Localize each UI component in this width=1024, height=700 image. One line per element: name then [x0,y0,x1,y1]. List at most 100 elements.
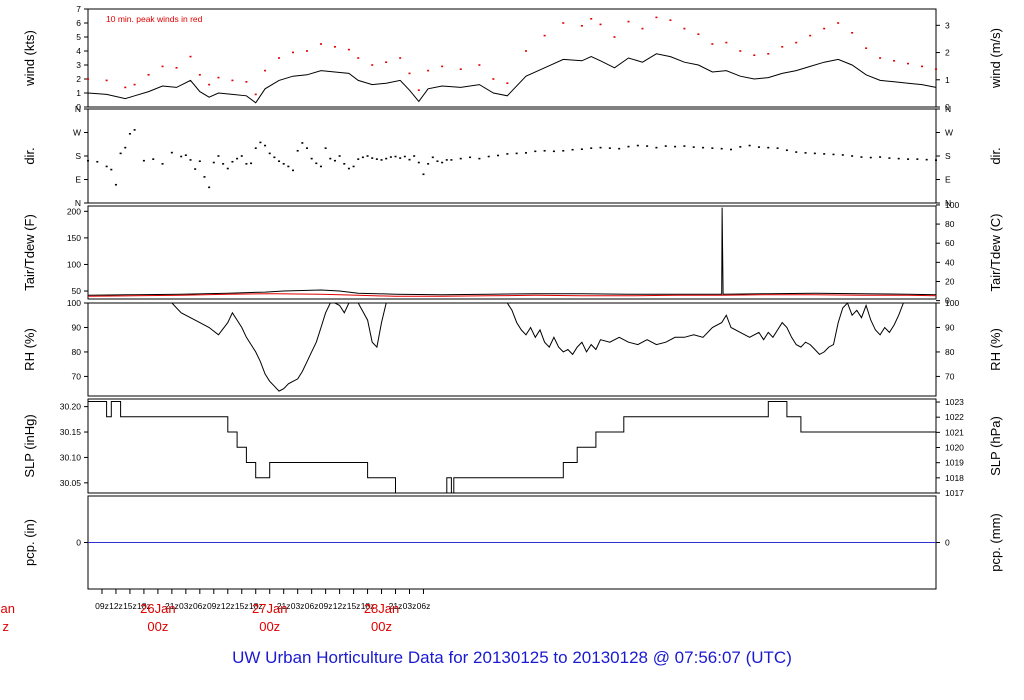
direction-panel-frame [87,108,937,204]
direction-direction-point [296,149,299,152]
direction-direction-point [189,159,192,161]
direction-direction-point [436,160,439,163]
direction-direction-point [888,157,891,159]
wind-peak-point [133,83,136,86]
humidity-right-axis-label: RH (%) [988,328,1003,371]
direction-direction-point [702,146,705,149]
direction-direction-point [226,167,229,170]
direction-direction-point [869,156,872,159]
direction-direction-point [469,156,472,159]
wind-right-tick-label: 0 [945,102,950,112]
direction-direction-point [245,163,248,165]
direction-direction-point [278,160,281,163]
wind-peak-point [739,50,742,52]
x-axis-hour-label: 18z [137,601,151,611]
x-axis-hour-label: 12z [221,601,235,611]
wind-peak-point [371,64,374,66]
footer-part1: UW Urban Horticulture Data for 20130125 [232,648,549,667]
wind-peak-point [417,89,420,91]
direction-left-tick-label: W [73,128,81,138]
footer-part4: (UTC) [745,648,792,667]
wind-peak-point [893,60,896,62]
direction-direction-point [417,161,420,164]
humidity-right-tick-label: 90 [945,322,955,332]
direction-direction-point [711,147,714,149]
direction-right-tick-label: E [945,175,951,185]
wind-peak-point [921,65,924,68]
wind-peak-point [580,25,583,27]
wind-peak-point [492,78,495,80]
direction-direction-point [580,148,583,151]
pressure-right-tick-label: 1019 [945,458,964,468]
direction-direction-point [338,155,341,157]
direction-direction-point [282,163,285,165]
x-axis-day-time-label: z [3,619,10,634]
wind-peak-point [590,18,593,20]
wind-peak-point [459,68,462,70]
x-axis-hour-label: 03z [291,601,305,611]
direction-direction-point [767,146,770,149]
direction-left-axis-label: dir. [22,147,37,164]
direction-direction-point [240,155,243,157]
direction-direction-point [254,147,257,149]
wind-peak-point [231,79,234,82]
wind-left-tick-label: 0 [76,102,81,112]
pressure-right-tick-label: 1021 [945,427,964,437]
direction-direction-point [273,156,276,159]
direction-direction-point [599,146,602,149]
direction-direction-point [319,165,322,168]
direction-direction-point [128,133,131,135]
direction-direction-point [152,158,155,160]
direction-direction-point [399,157,402,159]
wind-right-tick-label: 2 [945,48,950,58]
pressure-left-tick-label: 30.20 [60,402,82,412]
wind-peak-point [669,19,672,21]
direction-direction-point [739,146,742,148]
x-axis-hour-label: 06z [417,601,431,611]
direction-direction-point [916,158,919,160]
wind-peak-point [781,46,784,48]
direction-direction-point [198,160,201,163]
wind-peak-point [753,54,756,56]
direction-direction-point [380,159,383,161]
direction-direction-point [333,159,336,162]
direction-direction-point [515,152,518,155]
direction-direction-point [212,161,215,164]
temperature-tair-line [87,207,937,296]
direction-direction-point [907,158,910,160]
wind-peak-point [175,67,178,69]
wind-panel-frame [87,8,937,108]
wind-left-tick-label: 2 [76,74,81,84]
direction-right-tick-label: W [945,128,953,138]
direction-direction-point [301,142,304,144]
direction-direction-point [217,155,220,157]
wind-peak-point [562,22,565,24]
temperature-panel-frame [87,205,937,300]
direction-direction-point [450,159,453,161]
direction-direction-point [646,145,649,147]
direction-direction-point [823,153,826,155]
direction-direction-point [860,156,863,158]
direction-direction-point [664,145,667,147]
direction-direction-point [87,159,89,162]
direction-direction-point [268,152,271,155]
x-axis-hour-label: 15z [123,601,137,611]
wind-peak-point [333,46,336,48]
direction-direction-point [292,169,295,172]
x-axis-day-label: 27Jan [252,601,287,616]
wind-peak-point [935,68,937,70]
wind-peak-point [385,61,388,63]
direction-direction-point [478,157,481,160]
direction-direction-point [879,156,882,158]
temperature-left-tick-label: 200 [67,206,81,216]
direction-direction-point [427,163,430,165]
humidity-rh-line [88,302,936,392]
direction-left-tick-label: N [75,198,81,208]
temperature-right-tick-label: 100 [945,200,959,210]
wind-peak-point [683,27,686,30]
wind-peak-point [105,79,108,82]
temperature-right-tick-label: 40 [945,257,955,267]
direction-direction-point [231,160,234,163]
direction-direction-point [371,157,374,159]
direction-direction-point [785,149,788,152]
